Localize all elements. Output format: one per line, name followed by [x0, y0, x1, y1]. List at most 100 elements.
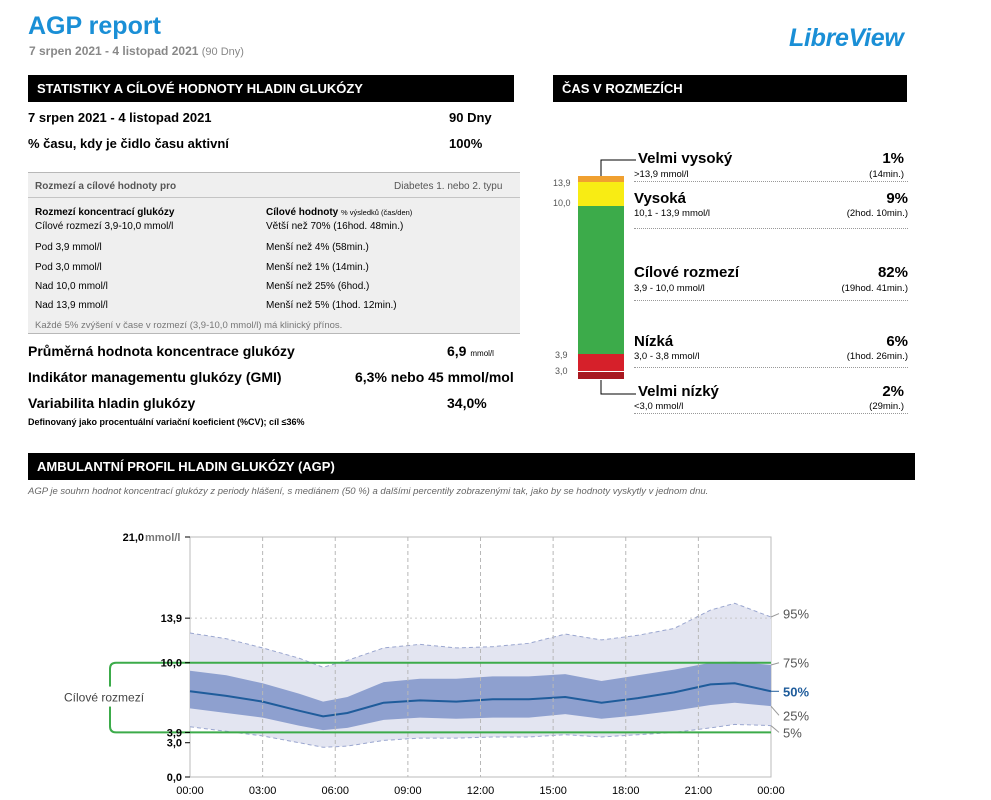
- agp-axes: 21,0 13,9 10,0 3,93,0 0,0 mmol/l 00:00 03:00 06:…: [123, 532, 785, 797]
- sensor-active-value: 100%: [449, 136, 483, 151]
- tir-section-header: ČAS V ROZMEZÍCH: [553, 75, 907, 102]
- percentile-connector: [770, 725, 780, 733]
- target-row-goal: Menší než 5% (1hod. 12min.): [266, 300, 397, 311]
- tir-pct-low: 6%: [886, 333, 908, 350]
- agp-description: AGP je souhrn hodnot koncentrací glukózy…: [28, 486, 709, 497]
- x-tick-label: 12:00: [467, 785, 495, 797]
- tir-dotted-divider: [634, 413, 908, 414]
- avg-glucose-unit: mmol/l: [470, 349, 494, 358]
- agp-labels: 95% 75% 50% 25% 5%: [770, 607, 809, 740]
- agp-target-lines: Cílové rozmezí: [60, 661, 771, 734]
- target-row-range: Nad 10,0 mmol/l: [35, 281, 108, 292]
- target-row-range: Cílové rozmezí 3,9-10,0 mmol/l: [35, 221, 174, 232]
- sensor-active-label: % času, kdy je čidlo času aktivní: [28, 136, 229, 151]
- tir-cat-target: Cílové rozmezí: [634, 264, 740, 281]
- tir-dotted-divider: [634, 300, 908, 301]
- tir-time-low: (1hod. 26min.): [846, 351, 908, 362]
- connector-very-low: [600, 380, 636, 395]
- tir-range-low: 3,0 - 3,8 mmol/l: [634, 351, 700, 362]
- tir-pct-high: 9%: [886, 190, 908, 207]
- diabetes-type: Diabetes 1. nebo 2. typu: [394, 181, 503, 192]
- variability-label: Variabilita hladin glukózy: [28, 395, 196, 411]
- tir-cat-very-low: Velmi nízký: [638, 383, 719, 400]
- percentile-connector: [770, 613, 780, 618]
- avg-glucose-number: 6,9: [447, 343, 467, 359]
- y-tick-label: 21,0: [123, 532, 144, 544]
- agp-chart: Cílové rozmezí 21,0 13,9 10,0 3,93,0 0,0 mmol…: [60, 532, 809, 797]
- x-tick-label: 00:00: [757, 785, 785, 797]
- period-value: 90 Dny: [449, 110, 492, 125]
- percentile-label: 50%: [783, 684, 809, 699]
- target-row-range: Pod 3,0 mmol/l: [35, 262, 102, 273]
- brand-logo: LibreView: [789, 24, 904, 52]
- tir-range-very-low: <3,0 mmol/l: [634, 401, 684, 412]
- target-row-goal: Menší než 1% (14min.): [266, 262, 369, 273]
- x-tick-label: 09:00: [394, 785, 422, 797]
- days-count: (90 Dny): [201, 46, 244, 58]
- tir-dotted-divider: [634, 367, 908, 368]
- avg-glucose-value: 6,9 mmol/l: [447, 343, 494, 359]
- tir-stacked-bar: [578, 159, 636, 395]
- report-title: AGP report: [28, 12, 161, 40]
- segment-target: [578, 206, 624, 354]
- percentile-connector: [770, 705, 780, 716]
- tir-time-very-high: (14min.): [869, 169, 904, 180]
- avg-glucose-label: Průměrná hodnota koncentrace glukózy: [28, 343, 295, 359]
- cv-definition: Definovaný jako procentuální variační ko…: [28, 417, 305, 427]
- tir-pct-very-low: 2%: [882, 383, 904, 400]
- y-tick-label: 3,0: [167, 738, 182, 750]
- y-tick-label: 0,0: [167, 772, 182, 784]
- percentile-label: 95%: [783, 607, 809, 622]
- agp-section-header: AMBULANTNÍ PROFIL HLADIN GLUKÓZY (AGP): [28, 453, 915, 480]
- segment-low: [578, 354, 624, 372]
- gmi-value: 6,3% nebo 45 mmol/mol: [355, 369, 514, 385]
- target-row-range: Nad 13,9 mmol/l: [35, 300, 108, 311]
- y-axis-unit: mmol/l: [145, 532, 180, 544]
- target-row-goal: Menší než 4% (58min.): [266, 242, 369, 253]
- target-row-goal: Větší než 70% (16hod. 48min.): [266, 221, 404, 232]
- x-tick-label: 00:00: [176, 785, 204, 797]
- agp-gridlines: [190, 537, 771, 777]
- x-tick-label: 03:00: [249, 785, 277, 797]
- segment-very-low: [578, 372, 624, 379]
- x-tick-label: 21:00: [685, 785, 713, 797]
- x-tick-label: 15:00: [539, 785, 567, 797]
- date-range-text: 7 srpen 2021 - 4 listopad 2021: [29, 44, 199, 58]
- col-target-title-text: Cílové hodnoty: [266, 207, 339, 218]
- y-tick-label: 13,9: [161, 613, 182, 625]
- percentile-label: 25%: [783, 708, 809, 723]
- tir-range-very-high: >13,9 mmol/l: [634, 169, 689, 180]
- target-row-goal: Menší než 25% (6hod.): [266, 281, 370, 292]
- x-tick-label: 06:00: [321, 785, 349, 797]
- connector-very-high: [600, 159, 636, 177]
- tir-cat-very-high: Velmi vysoký: [638, 150, 733, 167]
- period-label: 7 srpen 2021 - 4 listopad 2021: [28, 110, 212, 125]
- y-tick-label: 10,0: [161, 658, 182, 670]
- percentile-label: 5%: [783, 725, 802, 740]
- tir-pct-very-high: 1%: [882, 150, 904, 167]
- col-target-title-small: % výsledků (čas/den): [341, 208, 413, 217]
- targets-box: [28, 172, 520, 334]
- col-range-title: Rozmezí koncentrací glukózy: [35, 207, 175, 218]
- tir-range-high: 10,1 - 13,9 mmol/l: [634, 208, 711, 219]
- tir-range-target: 3,9 - 10,0 mmol/l: [634, 283, 705, 294]
- gmi-label: Indikátor managementu glukózy (GMI): [28, 369, 282, 385]
- variability-value: 34,0%: [447, 395, 487, 411]
- tir-dotted-divider: [634, 228, 908, 229]
- tir-tick-label: 13,9: [553, 178, 571, 188]
- stats-section-header: STATISTIKY A CÍLOVÉ HODNOTY HLADIN GLUKÓ…: [28, 75, 514, 102]
- target-label-bg: [60, 686, 160, 707]
- clinical-benefit-note: Každé 5% zvýšení v čase v rozmezí (3,9-1…: [35, 320, 343, 331]
- tir-tick-label: 3,9: [555, 350, 568, 360]
- col-target-title: Cílové hodnoty % výsledků (čas/den): [266, 207, 412, 218]
- tir-time-very-low: (29min.): [869, 401, 904, 412]
- x-tick-label: 18:00: [612, 785, 640, 797]
- targets-box-header: Rozmezí a cílové hodnoty pro: [35, 181, 177, 192]
- segment-very-high: [578, 176, 624, 182]
- line-95: [189, 602, 772, 668]
- y-tick-label: 3,9: [167, 727, 182, 739]
- target-range-label: Cílové rozmezí: [64, 691, 145, 705]
- tir-pct-target: 82%: [877, 264, 908, 281]
- percentile-connector: [770, 662, 780, 666]
- percentile-label: 75%: [783, 656, 809, 671]
